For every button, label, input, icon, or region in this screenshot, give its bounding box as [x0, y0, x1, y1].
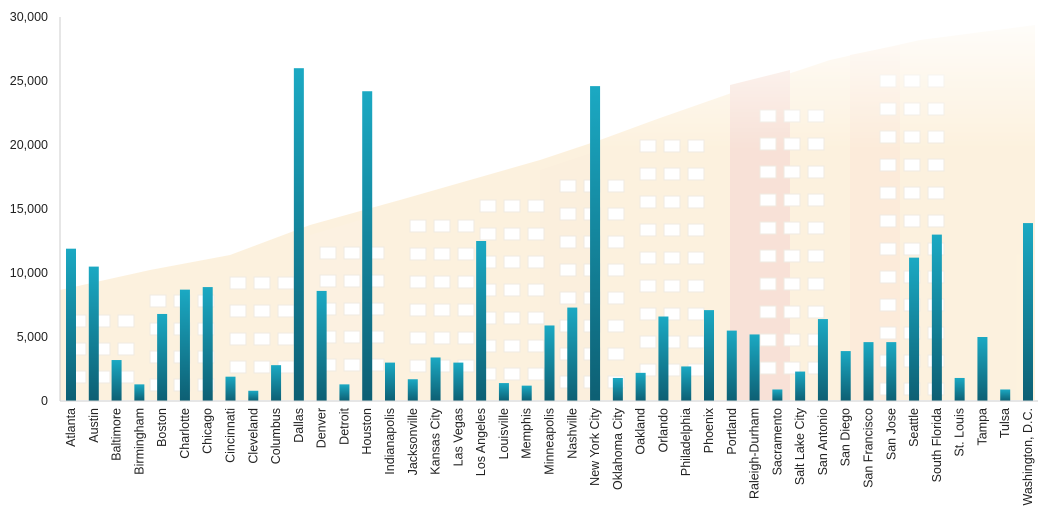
bar: [544, 325, 555, 401]
bars: [66, 68, 1033, 402]
x-tick-label: Washington, D.C.: [1021, 408, 1035, 506]
x-tick-label: Austin: [87, 408, 101, 443]
bar: [248, 390, 259, 401]
bar: [886, 342, 897, 401]
x-tick-label: Jacksonville: [406, 408, 420, 475]
x-tick-label: Portland: [725, 408, 739, 455]
x-tick-label: Las Vegas: [451, 408, 465, 466]
bar: [339, 384, 350, 401]
x-tick-label: Cincinnati: [224, 408, 238, 463]
bar: [385, 362, 395, 401]
bar: [430, 357, 441, 401]
bar: [362, 91, 373, 402]
x-tick-label: Salt Lake City: [793, 407, 807, 485]
x-tick-label: Louisville: [497, 408, 511, 459]
bar: [749, 334, 760, 401]
x-tick-label: San Jose: [884, 408, 898, 460]
x-tick-label: Houston: [360, 408, 374, 455]
x-tick-label: San Francisco: [862, 408, 876, 488]
bar: [590, 86, 601, 402]
x-tick-label: New York City: [588, 407, 602, 486]
x-tick-label: Charlotte: [178, 408, 192, 459]
x-tick-label: Oklahoma City: [611, 407, 625, 490]
x-tick-label: Tulsa: [998, 408, 1012, 438]
bar: [202, 287, 213, 401]
bar: [225, 376, 236, 401]
x-tick-label: Boston: [155, 408, 169, 447]
x-tick-label: Kansas City: [429, 407, 443, 474]
y-tick-label: 10,000: [10, 266, 48, 280]
y-tick-label: 30,000: [10, 10, 48, 24]
y-tick-label: 15,000: [10, 202, 48, 216]
bar: [658, 316, 669, 401]
y-tick-label: 25,000: [10, 74, 48, 88]
x-tick-label: Denver: [315, 408, 329, 448]
bar: [612, 377, 623, 401]
x-tick-label: Oakland: [634, 408, 648, 455]
x-tick-label: Tampa: [975, 408, 989, 446]
x-tick-label: Cleveland: [246, 408, 260, 464]
x-tick-label: Raleigh-Durham: [748, 408, 762, 499]
bar: [817, 319, 828, 401]
x-tick-label: Indianapolis: [383, 408, 397, 475]
bar: [635, 372, 646, 401]
x-tick-label: South Florida: [930, 408, 944, 482]
bar: [407, 379, 418, 401]
x-tick-label: San Diego: [839, 408, 853, 466]
bar: [157, 313, 168, 401]
bar: [909, 257, 920, 401]
bar: [772, 389, 783, 401]
y-tick-label: 20,000: [10, 138, 48, 152]
x-tick-label: Detroit: [337, 407, 351, 444]
bar: [453, 362, 464, 401]
x-tick-label: Memphis: [520, 408, 534, 459]
x-tick-label: Birmingham: [132, 408, 146, 475]
bar: [134, 384, 145, 401]
bar: [88, 266, 99, 401]
x-tick-label: Seattle: [907, 408, 921, 447]
bar: [111, 360, 122, 401]
bar: [66, 248, 76, 401]
bar: [476, 241, 487, 401]
bar: [567, 307, 578, 401]
bar: [1000, 389, 1011, 401]
x-tick-label: Nashville: [565, 408, 579, 459]
x-tick-label: Los Angeles: [474, 408, 488, 476]
x-axis: Atlanta Austin Baltimore Birmingham Boston Ch…: [60, 400, 1038, 506]
y-tick-label: 5,000: [17, 330, 48, 344]
bar: [931, 234, 942, 401]
x-tick-label: Columbus: [269, 408, 283, 464]
x-tick-label: San Antonio: [816, 408, 830, 475]
bar: [521, 385, 532, 401]
bar: [977, 337, 988, 401]
y-axis: 0 5,000 10,000 15,000 20,000 25,000 30,000: [10, 10, 61, 408]
bar: [1023, 223, 1033, 401]
x-tick-label: Chicago: [201, 408, 215, 454]
bar: [498, 383, 509, 401]
x-tick-label: Sacramento: [770, 408, 784, 475]
bar: [316, 290, 327, 401]
x-tick-label: St. Louis: [953, 408, 967, 457]
bar: [179, 289, 190, 401]
x-tick-label: Phoenix: [702, 407, 716, 453]
x-tick-label: Atlanta: [64, 408, 78, 447]
bar: [726, 330, 737, 401]
y-tick-label: 0: [41, 394, 48, 408]
bar: [293, 68, 304, 401]
bar: [840, 351, 851, 401]
bar: [681, 366, 692, 401]
bar: [954, 377, 965, 401]
bar: [795, 371, 806, 401]
x-tick-label: Dallas: [292, 408, 306, 443]
bar: [863, 342, 874, 401]
bar: [271, 365, 282, 401]
x-tick-label: Philadelphia: [679, 408, 693, 476]
x-tick-label: Baltimore: [110, 408, 124, 461]
x-tick-label: Minneapolis: [543, 408, 557, 475]
x-tick-label: Orlando: [656, 408, 670, 453]
bar: [704, 310, 714, 401]
